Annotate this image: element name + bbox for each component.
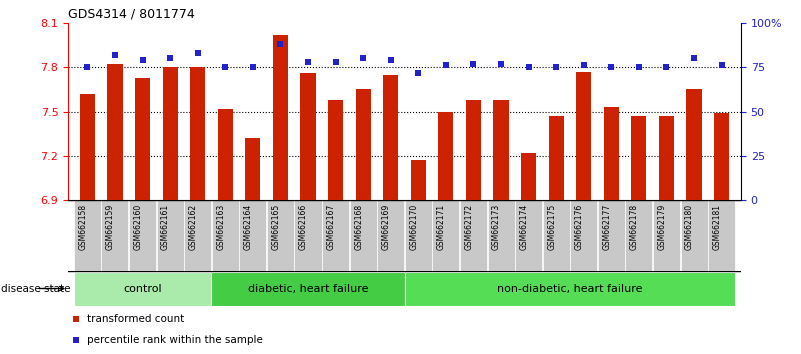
Bar: [542, 200, 570, 271]
Text: GSM662181: GSM662181: [713, 204, 722, 250]
Bar: [74, 272, 211, 306]
Text: GSM662177: GSM662177: [602, 204, 611, 250]
Text: non-diabetic, heart failure: non-diabetic, heart failure: [497, 284, 642, 293]
Bar: [405, 200, 432, 271]
Bar: [157, 200, 183, 271]
Text: GSM662178: GSM662178: [630, 204, 639, 250]
Text: diabetic, heart failure: diabetic, heart failure: [248, 284, 368, 293]
Bar: [411, 160, 426, 200]
Bar: [598, 200, 625, 271]
Bar: [377, 200, 405, 271]
Bar: [466, 100, 481, 200]
Text: transformed count: transformed count: [87, 314, 184, 324]
Text: control: control: [123, 284, 162, 293]
Bar: [405, 272, 735, 306]
Text: disease state: disease state: [2, 284, 70, 293]
Bar: [604, 107, 619, 200]
Bar: [570, 200, 598, 271]
Text: GSM662159: GSM662159: [106, 204, 115, 250]
Bar: [135, 78, 150, 200]
Text: GSM662171: GSM662171: [437, 204, 446, 250]
Bar: [493, 100, 509, 200]
Bar: [300, 73, 316, 200]
Bar: [549, 116, 564, 200]
Text: GSM662173: GSM662173: [492, 204, 501, 250]
Text: GSM662180: GSM662180: [685, 204, 694, 250]
Bar: [356, 89, 371, 200]
Text: GSM662163: GSM662163: [216, 204, 225, 250]
Text: GSM662174: GSM662174: [520, 204, 529, 250]
Bar: [190, 67, 205, 200]
Bar: [273, 35, 288, 200]
Text: GSM662158: GSM662158: [78, 204, 87, 250]
Text: GSM662176: GSM662176: [575, 204, 584, 250]
Bar: [383, 75, 398, 200]
Bar: [107, 64, 123, 200]
Text: GSM662160: GSM662160: [134, 204, 143, 250]
Bar: [686, 89, 702, 200]
Bar: [74, 200, 101, 271]
Text: GSM662164: GSM662164: [244, 204, 253, 250]
Text: percentile rank within the sample: percentile rank within the sample: [87, 335, 263, 345]
Text: GSM662179: GSM662179: [658, 204, 666, 250]
Bar: [349, 200, 376, 271]
Bar: [438, 112, 453, 200]
Text: GSM662162: GSM662162: [189, 204, 198, 250]
Bar: [515, 200, 542, 271]
Bar: [653, 200, 680, 271]
Bar: [245, 138, 260, 200]
Text: GSM662169: GSM662169: [382, 204, 391, 250]
Text: GSM662170: GSM662170: [409, 204, 418, 250]
Bar: [184, 200, 211, 271]
Bar: [521, 153, 536, 200]
Bar: [295, 200, 321, 271]
Text: GSM662168: GSM662168: [354, 204, 363, 250]
Bar: [460, 200, 487, 271]
Bar: [322, 200, 349, 271]
Bar: [631, 116, 646, 200]
Text: GSM662175: GSM662175: [547, 204, 556, 250]
Bar: [681, 200, 707, 271]
Bar: [659, 116, 674, 200]
Bar: [267, 200, 294, 271]
Text: GSM662167: GSM662167: [327, 204, 336, 250]
Bar: [714, 113, 729, 200]
Bar: [239, 200, 267, 271]
Text: GSM662172: GSM662172: [465, 204, 473, 250]
Text: GSM662161: GSM662161: [161, 204, 170, 250]
Bar: [211, 272, 405, 306]
Bar: [218, 109, 233, 200]
Bar: [626, 200, 652, 271]
Text: GSM662166: GSM662166: [299, 204, 308, 250]
Bar: [576, 72, 591, 200]
Bar: [102, 200, 128, 271]
Bar: [433, 200, 460, 271]
Bar: [211, 200, 239, 271]
Bar: [708, 200, 735, 271]
Bar: [328, 100, 343, 200]
Bar: [163, 67, 178, 200]
Text: GDS4314 / 8011774: GDS4314 / 8011774: [68, 7, 195, 21]
Bar: [129, 200, 156, 271]
Text: GSM662165: GSM662165: [272, 204, 280, 250]
Bar: [488, 200, 514, 271]
Bar: [80, 94, 95, 200]
